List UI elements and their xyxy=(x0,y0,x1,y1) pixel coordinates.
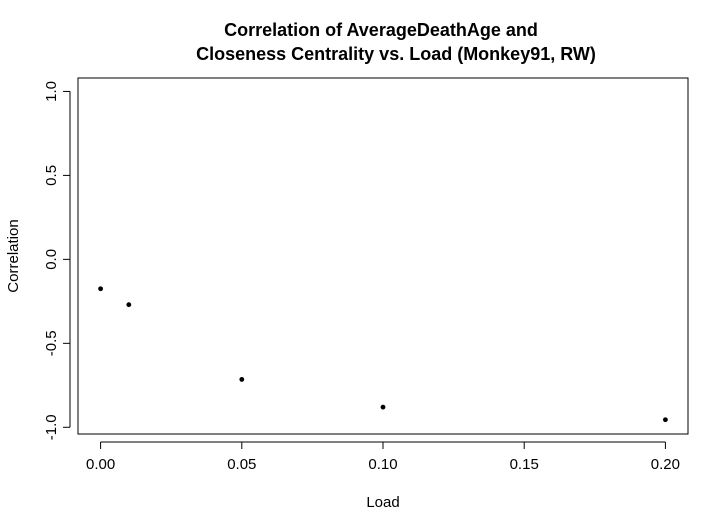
x-axis-label: Load xyxy=(366,494,399,511)
y-axis: -1.0 -0.5 0.0 0.5 1.0 xyxy=(43,81,71,440)
x-axis: 0.00 0.05 0.10 0.15 0.20 xyxy=(86,441,680,473)
plot-frame xyxy=(77,77,689,435)
data-point xyxy=(663,417,668,423)
data-points xyxy=(98,286,668,423)
chart-title-line-2: Closeness Centrality vs. Load (Monkey91,… xyxy=(196,44,596,64)
y-axis-label: Correlation xyxy=(5,219,22,292)
data-point xyxy=(98,286,103,292)
y-tick-label: 0.5 xyxy=(43,165,60,186)
x-tick-label: 0.15 xyxy=(510,456,539,473)
y-tick-label: -1.0 xyxy=(43,414,60,440)
chart-title-line-1: Correlation of AverageDeathAge and xyxy=(224,20,538,40)
data-point xyxy=(126,302,132,308)
x-tick-label: 0.00 xyxy=(86,456,115,473)
y-tick-label: -0.5 xyxy=(43,330,60,356)
x-tick-label: 0.05 xyxy=(227,456,256,473)
y-tick-label: 0.0 xyxy=(43,249,60,270)
x-tick-label: 0.20 xyxy=(651,456,680,473)
data-point xyxy=(239,377,245,382)
y-tick-label: 1.0 xyxy=(43,81,60,102)
data-point xyxy=(380,404,386,410)
x-tick-label: 0.10 xyxy=(368,456,397,473)
